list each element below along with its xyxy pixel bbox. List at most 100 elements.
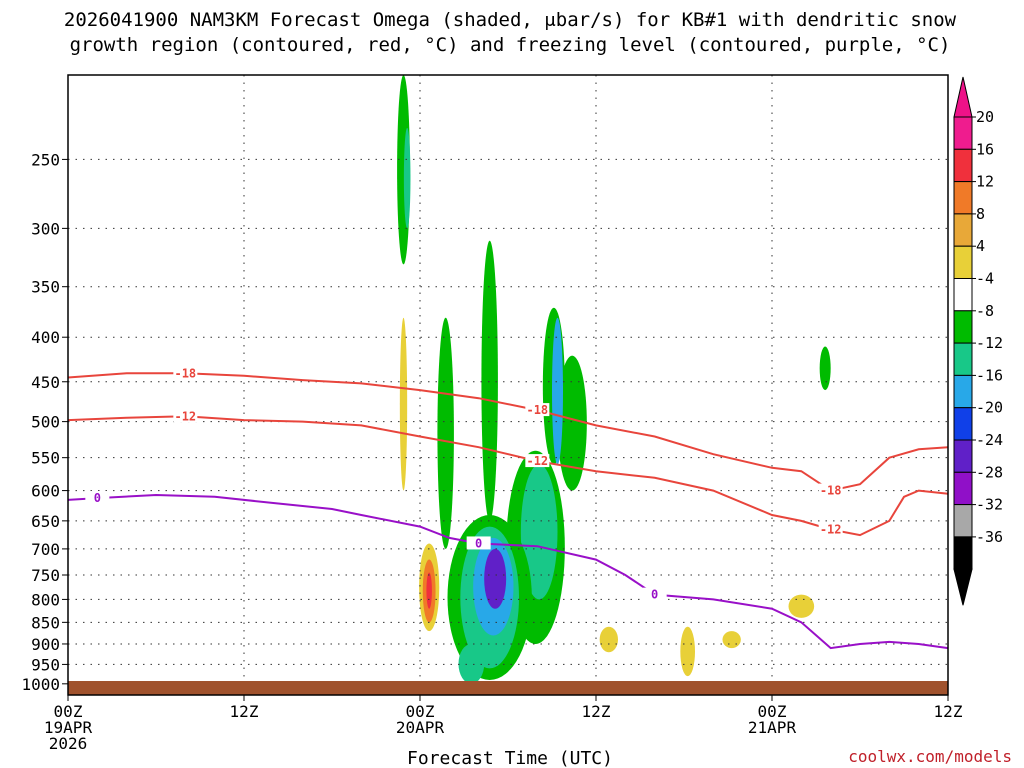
y-tick-label: 600 <box>31 482 60 501</box>
x-tick-label: 00Z <box>406 702 435 721</box>
omega-blob-purple <box>484 548 507 609</box>
omega-blob-yellow <box>722 631 741 649</box>
x-tick-label: 00Z <box>54 702 83 721</box>
plot-frame <box>67 74 949 696</box>
colorbar-swatch <box>953 213 973 247</box>
y-tick-label: 750 <box>31 566 60 585</box>
x-tick-label: 19APR <box>44 718 93 737</box>
omega-blob-yellow <box>680 626 696 677</box>
y-tick-label: 950 <box>31 655 60 674</box>
y-tick-label: 650 <box>31 512 60 531</box>
x-tick-label: 12Z <box>582 702 611 721</box>
colorbar-label: 12 <box>976 173 994 191</box>
omega-blob-red <box>426 572 432 609</box>
contour-line <box>67 493 949 650</box>
colorbar-swatch <box>953 148 973 183</box>
x-tick-label: 00Z <box>758 702 787 721</box>
contour-label: 0 <box>475 536 482 550</box>
colorbar: 20 16 12 8 4 -4 -8 -12 -16 -20 -24 -28 -32 -36 <box>953 76 1003 606</box>
colorbar-bottom-arrow <box>953 568 973 606</box>
y-tick-label: 450 <box>31 373 60 392</box>
y-tick-label: 250 <box>31 150 60 169</box>
contour-label: -18 <box>820 484 842 498</box>
colorbar-swatch <box>953 245 973 279</box>
colorbar-label: -12 <box>976 334 1003 352</box>
colorbar-swatch <box>953 439 973 473</box>
colorbar-label: 8 <box>976 205 985 223</box>
x-tick-label: 21APR <box>748 718 797 737</box>
contour-layer: -18 -18 -18 -12 -12 -12 0 0 0 <box>67 366 949 650</box>
colorbar-top-arrow <box>953 76 973 118</box>
omega-blob-green <box>557 355 587 491</box>
x-tick-label: 12Z <box>230 702 259 721</box>
chart-title-line-1: 2026041900 NAM3KM Forecast Omega (shaded… <box>64 9 957 31</box>
omega-blob-yellow <box>399 317 408 491</box>
omega-blob-yellow <box>599 626 618 653</box>
colorbar-swatch <box>953 342 973 376</box>
contour-line <box>67 415 949 537</box>
colorbar-label: -24 <box>976 431 1003 449</box>
y-tick-label: 300 <box>31 219 60 238</box>
omega-blob-yellow <box>788 594 815 618</box>
colorbar-swatch <box>953 471 973 506</box>
x-tick-label: 2026 <box>49 734 88 753</box>
colorbar-swatch <box>953 374 973 409</box>
contour-label: -18 <box>174 366 196 380</box>
contour-label: -12 <box>820 522 842 536</box>
contour-label: -12 <box>526 454 548 468</box>
contour-label-bg <box>818 522 843 536</box>
colorbar-label: 20 <box>976 108 994 126</box>
contour-label-bg <box>173 409 198 423</box>
omega-blob-blue <box>552 317 563 465</box>
x-axis-title: Forecast Time (UTC) <box>407 748 613 768</box>
x-tick-label: 20APR <box>396 718 445 737</box>
y-tick-label: 800 <box>31 590 60 609</box>
y-tick-label: 900 <box>31 635 60 654</box>
terrain-ground-band <box>68 681 948 695</box>
colorbar-label: -4 <box>976 270 994 288</box>
colorbar-swatch <box>953 310 973 344</box>
omega-blob-teal <box>458 643 485 684</box>
y-tick-label: 700 <box>31 540 60 559</box>
y-tick-label: 550 <box>31 449 60 468</box>
contour-label-bg <box>85 491 110 505</box>
y-tick-label: 350 <box>31 278 60 297</box>
chart-title-line-2: growth region (contoured, red, °C) and f… <box>70 34 951 56</box>
y-axis-ticks: 250 300 350 400 450 500 550 600 650 700 750 800 850 9… <box>21 150 68 694</box>
colorbar-swatch <box>953 504 973 538</box>
y-tick-label: 850 <box>31 613 60 632</box>
colorbar-label: -20 <box>976 399 1003 417</box>
x-tick-label: 12Z <box>934 702 963 721</box>
colorbar-label: 16 <box>976 140 994 158</box>
contour-label-bg <box>818 483 843 497</box>
colorbar-swatch <box>953 116 973 150</box>
omega-blob-green <box>481 240 498 521</box>
credit-text: coolwx.com/models <box>848 747 1012 766</box>
colorbar-label: -32 <box>976 496 1003 514</box>
contour-label: -18 <box>526 403 548 417</box>
contour-label-bg <box>525 454 550 468</box>
colorbar-swatch <box>953 536 973 570</box>
contour-label: 0 <box>651 588 658 602</box>
contour-line <box>67 372 949 492</box>
omega-blob-green <box>819 346 831 391</box>
contour-label-bg <box>525 403 550 417</box>
colorbar-label: -28 <box>976 463 1003 481</box>
colorbar-label: -8 <box>976 302 994 320</box>
colorbar-swatch <box>953 278 973 312</box>
y-tick-label: 1000 <box>21 675 60 694</box>
colorbar-label: -36 <box>976 528 1003 546</box>
colorbar-swatch <box>953 181 973 215</box>
colorbar-label: 4 <box>976 237 985 255</box>
contour-label: 0 <box>94 491 101 505</box>
omega-shading-layer <box>397 75 831 684</box>
colorbar-label: -16 <box>976 366 1003 384</box>
contour-label-bg <box>642 587 667 601</box>
omega-blob-green <box>437 317 454 549</box>
y-tick-label: 400 <box>31 328 60 347</box>
contour-label-bg <box>466 536 491 550</box>
contour-label: -12 <box>174 409 196 423</box>
omega-blob-teal <box>403 127 411 229</box>
